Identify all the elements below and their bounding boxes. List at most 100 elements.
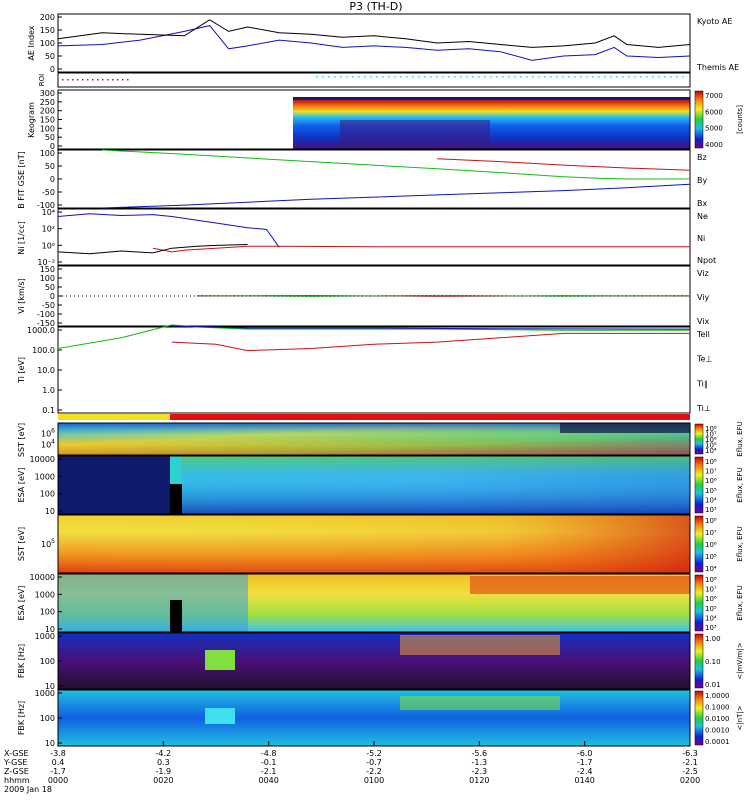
fbk1-ytick-label: 1000: [35, 632, 55, 641]
roi-dot: [472, 76, 474, 78]
roi-dot: [352, 76, 354, 78]
spectrogram-images: [58, 97, 690, 746]
roi-dot: [92, 79, 94, 81]
keogram-ytick-label: 200: [40, 107, 55, 116]
esa1-colorbar-tick: 10⁶: [705, 477, 717, 485]
bfit-ytick-label: 50: [45, 162, 55, 171]
vi-ytick-label: 50: [45, 283, 55, 292]
ti-ytick-label: 1.0: [42, 386, 55, 395]
x-axis-label-x: -6.3: [682, 749, 698, 758]
x-axis-label-t: 0000: [48, 776, 68, 785]
fbk2-ytick-label: 1000: [35, 689, 55, 698]
ni-series-line: [57, 244, 248, 255]
x-axis-label-y: -2.1: [682, 758, 698, 767]
roi-dot: [658, 76, 660, 78]
x-axis-label-z: -1.9: [156, 767, 172, 776]
ti-ytick-label: 10.0: [37, 366, 55, 375]
esa2-colorbar-tick: 10³: [705, 624, 717, 632]
fbk1-ylabel: FBK [Hz]: [17, 644, 26, 678]
roi-dot: [580, 76, 582, 78]
roi-dot: [334, 76, 336, 78]
roi-dot: [622, 76, 624, 78]
ni-legend-entry: Npot: [697, 256, 716, 265]
sst2-colorbar-label: Eflux, EFU: [736, 526, 744, 561]
x-axis-label-z: -2.2: [366, 767, 382, 776]
roi-dot: [122, 79, 124, 81]
roi-dot: [442, 76, 444, 78]
fbk1-colorbar-tick: 0.01: [705, 681, 721, 689]
roi-dot: [532, 76, 534, 78]
x-axis-row-label: hhmm: [4, 776, 30, 785]
roi-dot: [538, 76, 540, 78]
roi-dot: [388, 76, 390, 78]
x-axis-label-t: 0100: [364, 776, 384, 785]
roi-dot: [676, 76, 678, 78]
sst2-colorbar-tick: 10⁸: [705, 517, 717, 525]
roi-dot: [652, 76, 654, 78]
esa1-cyan-gap: [170, 456, 182, 484]
ni-ytick-label: 10²: [42, 225, 55, 234]
roi-dot: [562, 76, 564, 78]
esa2-ytick-label: 10: [45, 625, 55, 634]
x-axis-label-t: 0040: [258, 776, 278, 785]
roi-dot: [358, 76, 360, 78]
roi-dot: [610, 76, 612, 78]
roi-dot: [616, 76, 618, 78]
fbk1-colorbar-label: <|mV/m|>: [736, 642, 744, 679]
x-axis-label-z: -2.1: [261, 767, 277, 776]
ni-legend-entry: Ni: [697, 234, 705, 243]
esa2-colorbar: [694, 574, 704, 632]
x-axis-label-x: -6.0: [577, 749, 593, 758]
roi-dot: [316, 76, 318, 78]
ti-series-line: [171, 325, 691, 330]
bfit-series-line: [437, 158, 691, 171]
roi-dot: [550, 76, 552, 78]
keogram-colorbar-tick: 6000: [705, 108, 723, 116]
ti-series-line: [171, 332, 690, 352]
esa2-colorbar-tick: 10⁵: [705, 605, 717, 613]
fbk2-colorbar: [694, 690, 704, 746]
keogram-dark-band: [340, 120, 490, 145]
x-axis-label-y: -0.7: [366, 758, 382, 767]
x-axis-label-z: -2.4: [577, 767, 593, 776]
x-axis-label-y: -1.3: [472, 758, 488, 767]
x-axis-row-label: Z-GSE: [4, 767, 29, 776]
roi-dot: [454, 76, 456, 78]
vi-ylabel: Vi [km/s]: [17, 278, 26, 314]
esa1-frame: [57, 455, 691, 515]
roi-dot: [382, 76, 384, 78]
roi-dot: [664, 76, 666, 78]
bfit-legend-entry: Bx: [697, 199, 707, 208]
bfit-series-line: [102, 149, 690, 180]
roi-dot: [346, 76, 348, 78]
fbk1-ytick-label: 100: [40, 657, 55, 666]
roi-dot: [526, 76, 528, 78]
ni-ylabel: Ni [1/cc]: [17, 221, 26, 255]
vi-legend-entry: Viz: [697, 269, 709, 278]
ni-ytick-label: 10⁴: [42, 208, 55, 217]
vi-ytick-label: 0: [50, 292, 55, 301]
roi-dot: [574, 76, 576, 78]
sst1-right-dark: [560, 423, 690, 433]
ti-ylabel: Ti [eV]: [17, 357, 26, 384]
roi-dot: [102, 79, 104, 81]
bfit-ylabel: B FIT GSE [nT]: [17, 151, 26, 209]
keogram-colorbar-label: [counts]: [736, 105, 744, 134]
roi-dot: [586, 76, 588, 78]
roi-dot: [484, 76, 486, 78]
esa1-ytick-label: 1000: [35, 472, 55, 481]
ni-ytick-label: 10⁻²: [37, 258, 55, 267]
x-axis-label-t: 0200: [680, 776, 700, 785]
x-axis-label-x: -5.2: [366, 749, 382, 758]
keogram-ytick-label: 100: [40, 124, 55, 133]
ti-legend-entry: Tell: [696, 330, 710, 339]
ae-ylabel: AE Index: [27, 25, 36, 60]
roi-dot: [376, 76, 378, 78]
roi-dot: [112, 79, 114, 81]
panel-frames: [57, 13, 691, 747]
fbk2-ytick-label: 100: [40, 714, 55, 723]
sst2-frame: [57, 514, 691, 574]
esa2-red-band: [470, 576, 690, 594]
esa1-ylabel: ESA [eV]: [17, 468, 26, 503]
esa2-left-blue: [58, 574, 248, 632]
